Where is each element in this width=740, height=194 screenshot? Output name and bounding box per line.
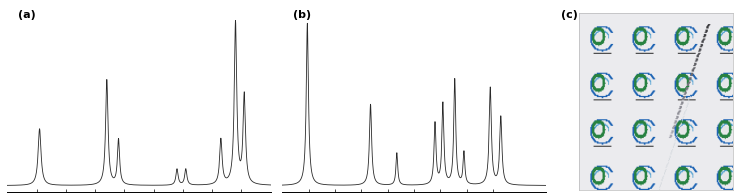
Text: (b): (b) [293, 10, 311, 20]
Text: (a): (a) [18, 10, 36, 20]
Text: (c): (c) [561, 10, 578, 20]
